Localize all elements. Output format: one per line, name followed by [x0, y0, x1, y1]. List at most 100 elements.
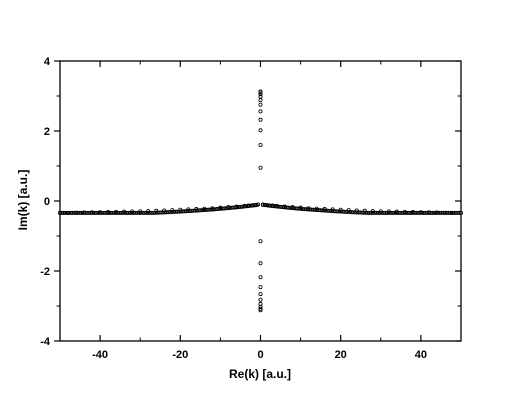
data-point: [225, 206, 230, 211]
data-point: [268, 203, 273, 208]
data-point: [193, 208, 198, 213]
data-point: [258, 297, 263, 302]
data-point: [70, 210, 75, 215]
data-point: [99, 210, 104, 215]
data-point: [205, 207, 210, 212]
data-point: [258, 89, 263, 94]
data-point: [349, 210, 354, 215]
data-point: [320, 208, 325, 213]
data-point: [374, 210, 379, 215]
data-point: [351, 210, 356, 215]
data-point: [277, 204, 282, 209]
data-point: [133, 210, 138, 215]
data-point: [169, 209, 174, 214]
data-point: [79, 210, 84, 215]
data-point: [240, 204, 245, 209]
data-point: [151, 210, 156, 215]
data-point: [383, 210, 388, 215]
data-point: [421, 210, 426, 215]
data-point: [258, 239, 263, 244]
data-point: [408, 210, 413, 215]
data-point: [423, 210, 428, 215]
data-point: [178, 209, 183, 214]
data-point: [380, 210, 385, 215]
data-point: [214, 207, 219, 212]
data-point: [86, 210, 91, 215]
data-point: [329, 208, 334, 213]
data-point: [260, 202, 265, 207]
data-point: [213, 207, 218, 212]
data-point: [131, 210, 136, 215]
data-point: [448, 210, 453, 215]
data-point: [153, 210, 158, 215]
data-point: [258, 98, 263, 103]
data-point: [63, 210, 68, 215]
data-point: [322, 208, 327, 213]
data-point: [309, 207, 314, 212]
data-point: [399, 210, 404, 215]
data-point: [198, 208, 203, 213]
data-point: [137, 210, 142, 215]
data-point: [77, 210, 82, 215]
data-point: [258, 285, 263, 290]
data-point: [234, 205, 239, 210]
data-point: [218, 206, 223, 211]
data-point: [275, 204, 280, 209]
data-point: [392, 210, 397, 215]
data-point: [148, 210, 153, 215]
data-point: [369, 210, 374, 215]
data-point: [417, 210, 422, 215]
data-point: [68, 210, 73, 215]
x-tick-label: 40: [415, 349, 427, 361]
data-point: [372, 210, 377, 215]
data-point: [113, 210, 118, 215]
data-point: [419, 210, 424, 215]
data-point: [209, 207, 214, 212]
data-point: [455, 210, 460, 215]
data-point: [452, 210, 457, 215]
data-point: [236, 205, 241, 210]
data-point: [94, 210, 99, 215]
data-point: [207, 207, 212, 212]
data-point: [177, 209, 182, 214]
data-point: [271, 204, 276, 209]
data-point: [130, 210, 135, 215]
data-point: [195, 208, 200, 213]
data-point: [414, 210, 419, 215]
data-point: [434, 210, 439, 215]
data-point: [311, 207, 316, 212]
data-point: [186, 209, 191, 214]
data-point: [258, 102, 263, 107]
data-point: [439, 210, 444, 215]
data-point: [119, 210, 124, 215]
data-point: [142, 210, 147, 215]
data-point: [90, 210, 95, 215]
data-point: [58, 210, 63, 215]
data-point: [327, 208, 332, 213]
data-point: [141, 210, 146, 215]
data-point: [304, 207, 309, 212]
data-point: [97, 210, 102, 215]
data-point: [189, 208, 194, 213]
data-point: [258, 306, 263, 311]
data-point: [282, 205, 287, 210]
data-point: [101, 210, 106, 215]
data-point: [437, 210, 442, 215]
data-point: [457, 210, 462, 215]
data-point: [247, 203, 252, 208]
data-point: [110, 210, 115, 215]
data-point: [108, 210, 113, 215]
data-point: [389, 210, 394, 215]
data-point: [266, 203, 271, 208]
data-point: [258, 128, 263, 133]
data-point: [381, 210, 386, 215]
data-point: [81, 210, 86, 215]
data-point: [252, 203, 257, 208]
data-point: [352, 210, 357, 215]
data-point: [378, 210, 383, 215]
data-point: [249, 203, 254, 208]
data-point: [345, 209, 350, 214]
data-point: [59, 210, 64, 215]
data-point: [254, 202, 259, 207]
